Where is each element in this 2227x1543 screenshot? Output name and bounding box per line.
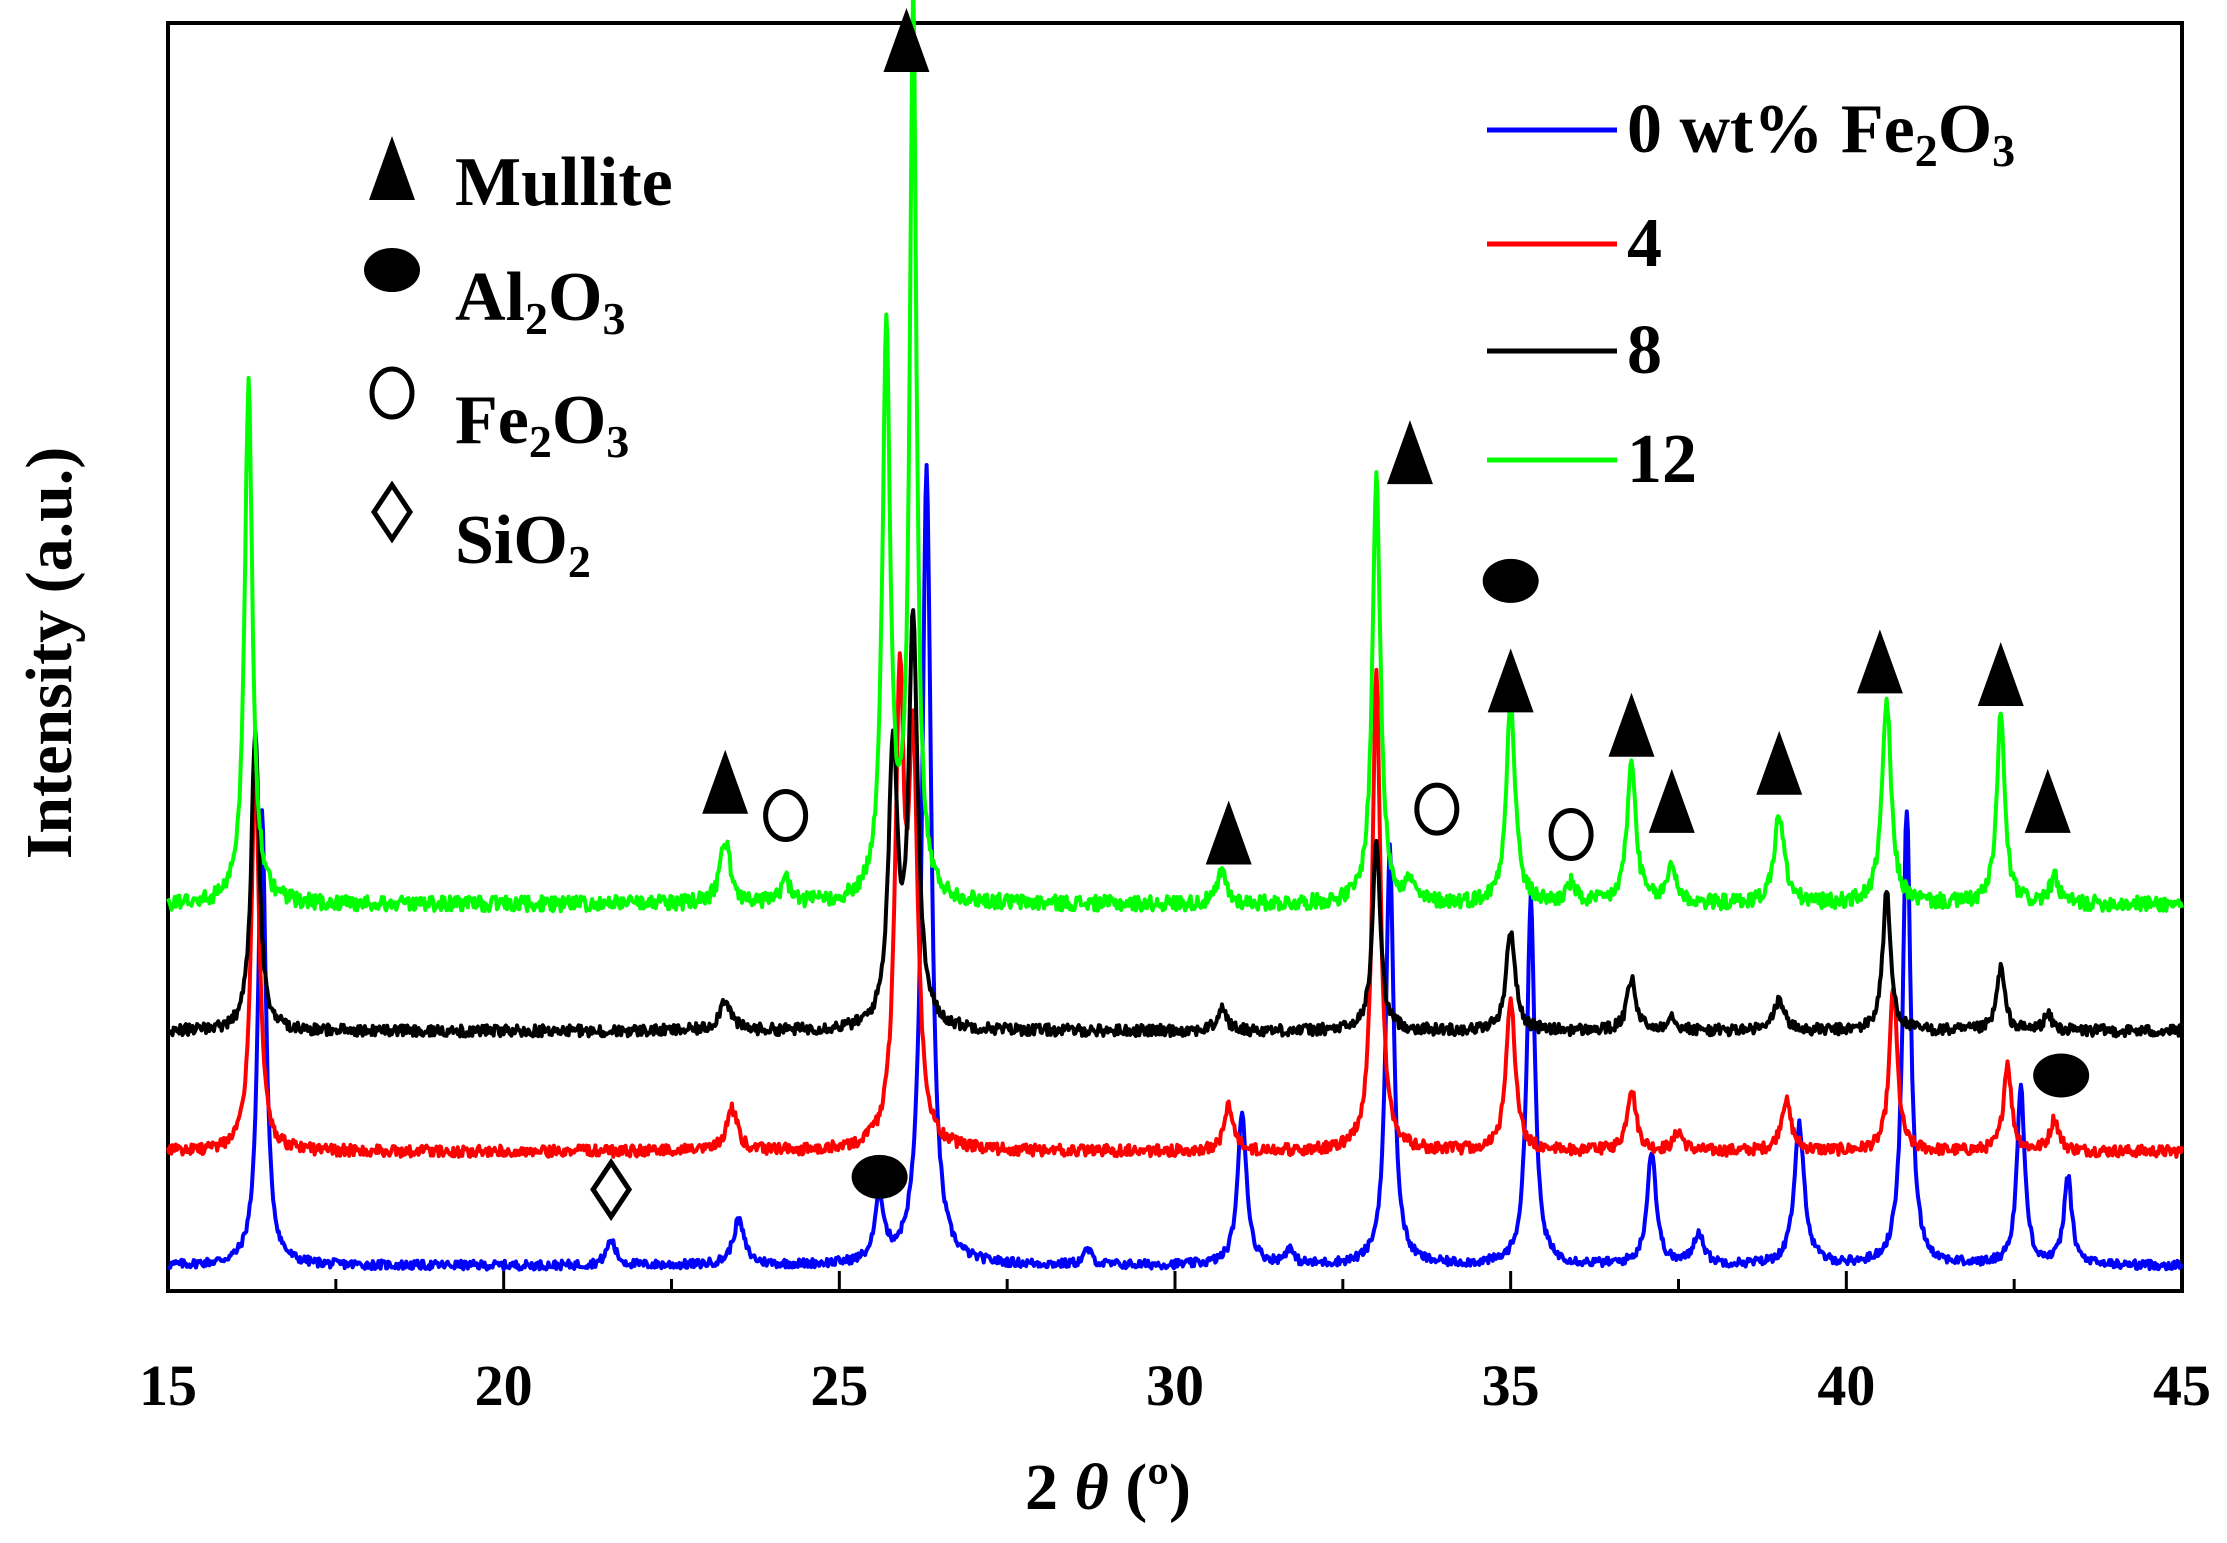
diamond-legend-symbol bbox=[370, 480, 414, 544]
x-tick-label: 20 bbox=[475, 1353, 533, 1418]
triangle-marker bbox=[2024, 768, 2071, 833]
triangle-marker bbox=[702, 749, 749, 814]
triangle-marker bbox=[1487, 648, 1534, 713]
triangle-marker bbox=[1608, 692, 1655, 757]
circle-marker bbox=[1414, 782, 1460, 836]
ellipse-marker bbox=[1482, 558, 1539, 603]
circle-marker bbox=[1548, 808, 1594, 862]
triangle-legend-symbol bbox=[369, 136, 415, 200]
x-axis-label: 2 θ (º) bbox=[1025, 1451, 1192, 1524]
triangle-marker bbox=[1977, 642, 2024, 707]
x-tick-label: 40 bbox=[1817, 1353, 1875, 1418]
series-legend-label: 0 wt% Fe2O3 bbox=[1627, 91, 2015, 176]
triangle-marker bbox=[1648, 768, 1695, 833]
x-tick-label: 45 bbox=[2153, 1353, 2211, 1418]
triangle-marker bbox=[883, 8, 930, 73]
phase-legend: Mullite Al2O3 Fe2O3 SiO2 bbox=[364, 136, 673, 587]
x-tick-label: 25 bbox=[810, 1353, 868, 1418]
x-tick-labels: 15 20 25 30 35 40 45 bbox=[139, 1353, 2211, 1418]
x-ticks bbox=[166, 1271, 2184, 1291]
peak-annotations bbox=[590, 8, 2090, 1222]
diamond-marker bbox=[590, 1158, 633, 1222]
phase-legend-label: Mullite bbox=[455, 144, 673, 221]
series-line-0 bbox=[166, 463, 2184, 1272]
phase-legend-label: Fe2O3 bbox=[455, 382, 629, 467]
triangle-marker bbox=[1205, 800, 1252, 865]
series-line-2 bbox=[166, 608, 2184, 1039]
ellipse-legend-symbol bbox=[364, 248, 420, 292]
series-line-1 bbox=[166, 651, 2184, 1159]
series-legend: 0 wt% Fe2O3 4 8 12 bbox=[1487, 91, 2015, 498]
ellipse-marker bbox=[2033, 1053, 2090, 1098]
x-tick-label: 30 bbox=[1146, 1353, 1204, 1418]
series-legend-label: 8 bbox=[1627, 312, 1662, 389]
triangle-marker bbox=[1386, 420, 1433, 485]
series-layer bbox=[166, 0, 2184, 1272]
circle-marker bbox=[763, 789, 809, 842]
triangle-marker bbox=[1856, 629, 1903, 694]
series-legend-label: 12 bbox=[1627, 421, 1697, 498]
circle-legend-symbol bbox=[369, 366, 415, 420]
phase-legend-label: Al2O3 bbox=[455, 259, 625, 344]
ellipse-marker bbox=[851, 1154, 908, 1199]
x-tick-label: 15 bbox=[139, 1353, 197, 1418]
phase-legend-label: SiO2 bbox=[455, 502, 591, 587]
y-axis-label: Intensity (a.u.) bbox=[13, 446, 86, 860]
x-tick-label: 35 bbox=[1482, 1353, 1540, 1418]
series-legend-label: 4 bbox=[1627, 205, 1662, 282]
series-line-3 bbox=[166, 0, 2184, 914]
triangle-marker bbox=[1756, 730, 1803, 795]
